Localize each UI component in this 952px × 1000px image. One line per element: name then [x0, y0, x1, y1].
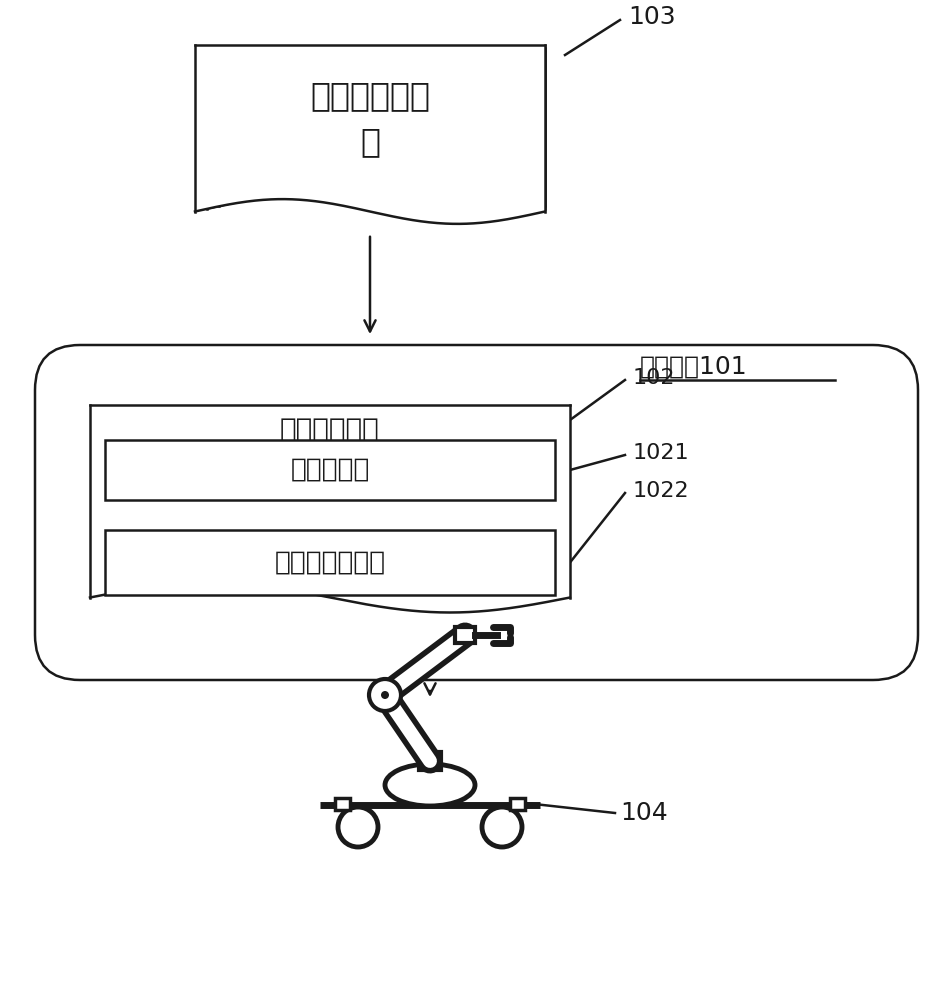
Text: 104: 104 [620, 801, 667, 825]
Circle shape [482, 807, 522, 847]
Bar [105, 530, 554, 595]
Text: 102: 102 [632, 368, 675, 388]
Text: 工作站标识: 工作站标识 [290, 457, 369, 483]
Polygon shape [219, 51, 545, 217]
Bar [454, 627, 474, 643]
Circle shape [381, 691, 388, 699]
Text: 计算设备101: 计算设备101 [640, 355, 746, 379]
Polygon shape [195, 45, 545, 224]
Bar [509, 798, 525, 810]
Text: 目标上架信息: 目标上架信息 [280, 416, 380, 444]
Text: 103: 103 [627, 5, 675, 29]
FancyBboxPatch shape [35, 345, 917, 680]
Bar [105, 440, 554, 500]
Text: 上架缓存道标识: 上架缓存道标识 [274, 550, 386, 576]
Text: 1022: 1022 [632, 481, 689, 501]
Text: 1021: 1021 [632, 443, 689, 463]
Circle shape [368, 679, 401, 711]
Text: 组: 组 [360, 125, 380, 158]
Circle shape [338, 807, 378, 847]
Polygon shape [89, 405, 569, 612]
Text: 运输状态信息: 运输状态信息 [309, 79, 429, 112]
Bar [419, 752, 441, 770]
Ellipse shape [385, 764, 474, 806]
Polygon shape [207, 48, 545, 221]
Bar [335, 798, 349, 810]
